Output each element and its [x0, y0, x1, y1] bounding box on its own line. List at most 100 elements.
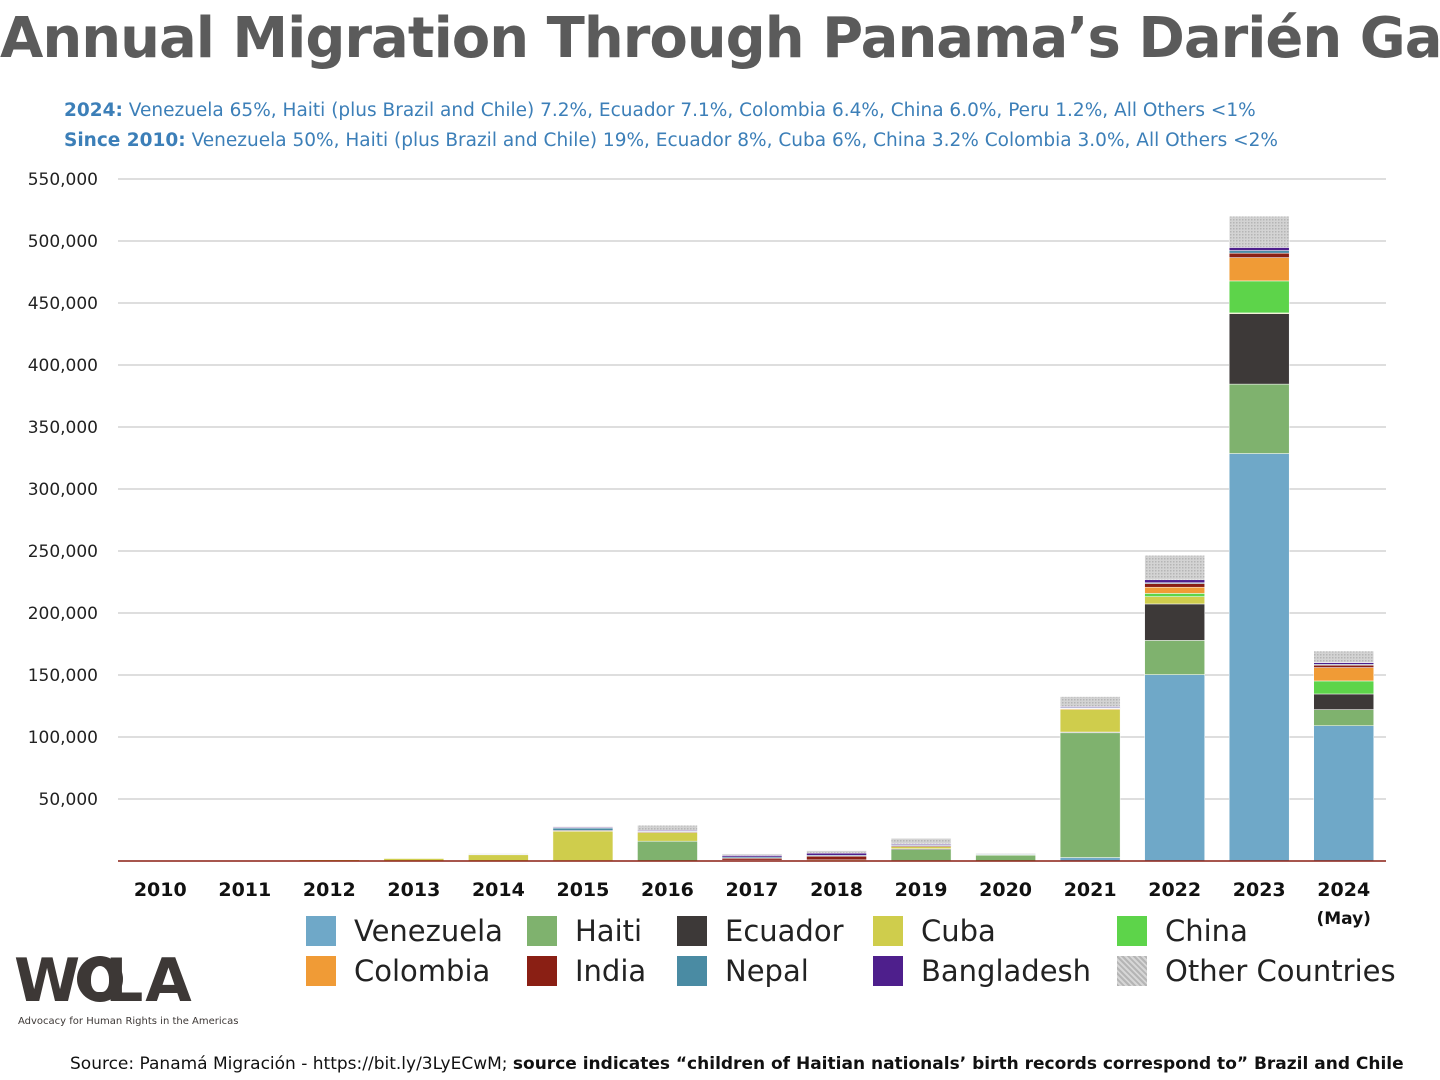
- legend-label: Bangladesh: [921, 954, 1092, 988]
- bar-segment-cuba: [552, 830, 614, 861]
- x-tick-label: 2012: [303, 879, 356, 901]
- bar-segment-haiti: [890, 848, 952, 861]
- bar-segment-venezuela: [1144, 674, 1205, 862]
- legend-swatch: [1117, 956, 1147, 986]
- bar-segment-india: [806, 855, 867, 861]
- logo-seal-icon: [77, 956, 123, 1002]
- bar-segment-ecuador: [1313, 693, 1374, 710]
- x-tick-label: 2017: [726, 879, 779, 901]
- x-tick-label: 2014: [472, 879, 525, 901]
- x-tick-label: 2018: [810, 879, 863, 901]
- legend-item-haiti: Haiti: [527, 914, 642, 948]
- y-tick-label: 50,000: [39, 790, 98, 810]
- bar-segment-colombia: [1313, 667, 1374, 682]
- bar-segment-china: [1313, 680, 1374, 695]
- y-tick-label: 200,000: [28, 604, 98, 624]
- bar-segment-haiti: [1059, 732, 1121, 858]
- bar-segment-other-countries: [552, 826, 614, 828]
- x-tick-label: 2015: [556, 879, 609, 901]
- y-tick-label: 250,000: [28, 542, 98, 562]
- subtitle-2024-text: Venezuela 65%, Haiti (plus Brazil and Ch…: [122, 100, 1256, 121]
- legend-swatch: [677, 916, 707, 946]
- chart-title: Annual Migration Through Panama’s Darién…: [0, 6, 1440, 71]
- subtitle-since-2010-text: Venezuela 50%, Haiti (plus Brazil and Ch…: [185, 130, 1279, 151]
- bar-segment-india: [1228, 252, 1290, 258]
- y-tick-label: 550,000: [28, 170, 98, 190]
- bar-segment-ecuador: [1144, 603, 1205, 641]
- bar-segment-ecuador: [1228, 312, 1290, 385]
- legend-label: Venezuela: [354, 914, 503, 948]
- bar-segment-india: [1144, 583, 1205, 588]
- subtitle-2024-label: 2024:: [64, 100, 123, 121]
- bar-segment-other-countries: [721, 853, 783, 856]
- legend-label: Other Countries: [1165, 954, 1396, 988]
- legend-label: China: [1165, 914, 1248, 948]
- bar-segment-colombia: [1228, 257, 1290, 282]
- y-tick-label: 150,000: [28, 666, 98, 686]
- bar-segment-haiti: [637, 840, 698, 862]
- bar-segment-nepal: [1228, 250, 1290, 254]
- x-tick-sublabel: (May): [1316, 909, 1371, 929]
- bar-segment-other-countries: [1144, 555, 1205, 581]
- bar-segment-colombia: [1144, 586, 1205, 594]
- bar-segment-haiti: [1144, 640, 1205, 675]
- legend-item-colombia: Colombia: [306, 954, 490, 988]
- legend-label: Haiti: [575, 914, 643, 948]
- bar-segment-cuba: [890, 846, 952, 849]
- source-bold: source indicates “children of Haitian na…: [512, 1054, 1404, 1074]
- bar-segment-cuba: [637, 832, 698, 842]
- x-tick-label: 2024: [1317, 879, 1370, 901]
- y-tick-label: 350,000: [28, 418, 98, 438]
- wola-logo: W LA Advocacy for Human Rights in the Am…: [14, 946, 254, 1030]
- legend-item-cuba: Cuba: [873, 914, 996, 948]
- x-tick-label: 2011: [218, 879, 271, 901]
- bars: [299, 215, 1374, 862]
- bar-segment-haiti: [1228, 383, 1290, 454]
- legend-swatch: [527, 916, 557, 946]
- subtitle-since-2010-label: Since 2010:: [64, 130, 186, 151]
- bar-segment-cuba: [1144, 596, 1205, 605]
- legend-item-india: India: [527, 954, 646, 988]
- x-tick-label: 2010: [134, 879, 187, 901]
- bar-segment-other-countries: [637, 825, 698, 831]
- bar-segment-other-countries: [1059, 696, 1121, 707]
- bar-segment-china: [1144, 593, 1205, 597]
- bar-segment-other-countries: [468, 853, 529, 855]
- x-tick-label: 2019: [895, 879, 948, 901]
- bar-segment-other-countries: [806, 850, 867, 854]
- legend-item-venezuela: Venezuela: [306, 914, 503, 948]
- bar-segment-venezuela: [1313, 725, 1374, 862]
- legend-item-nepal: Nepal: [677, 954, 809, 988]
- bar-segment-other-countries: [1228, 215, 1290, 248]
- bar-segment-india: [721, 858, 783, 861]
- legend-label: Colombia: [354, 954, 491, 988]
- legend-swatch: [873, 956, 903, 986]
- x-tick-label: 2020: [979, 879, 1032, 901]
- x-tick-label: 2022: [1148, 879, 1201, 901]
- bar-segment-other-countries: [890, 838, 952, 845]
- legend-label: India: [575, 954, 647, 988]
- bar-segment-cuba: [468, 854, 529, 862]
- subtitle-2024: 2024: Venezuela 65%, Haiti (plus Brazil …: [64, 100, 1256, 121]
- source-note: Source: Panamá Migración - https://bit.l…: [70, 1054, 1404, 1074]
- legend-swatch: [306, 956, 336, 986]
- y-tick-label: 400,000: [28, 356, 98, 376]
- legend-swatch: [677, 956, 707, 986]
- legend-item-china: China: [1117, 914, 1248, 948]
- legend-swatch: [527, 956, 557, 986]
- legend-swatch: [1117, 916, 1147, 946]
- x-tick-label: 2021: [1064, 879, 1117, 901]
- legend-label: Cuba: [921, 914, 996, 948]
- y-tick-label: 300,000: [28, 480, 98, 500]
- legend-item-bangladesh: Bangladesh: [873, 954, 1091, 988]
- legend-item-other-countries: Other Countries: [1117, 954, 1396, 988]
- legend-swatch: [306, 916, 336, 946]
- bar-segment-venezuela: [1228, 453, 1290, 862]
- y-tick-label: 450,000: [28, 294, 98, 314]
- legend-label: Ecuador: [725, 914, 844, 948]
- subtitle-since-2010: Since 2010: Venezuela 50%, Haiti (plus B…: [64, 130, 1278, 151]
- x-tick-label: 2023: [1233, 879, 1286, 901]
- bar-segment-other-countries: [975, 852, 1036, 855]
- bar-segment-bangladesh: [1228, 247, 1290, 251]
- y-tick-label: 100,000: [28, 728, 98, 748]
